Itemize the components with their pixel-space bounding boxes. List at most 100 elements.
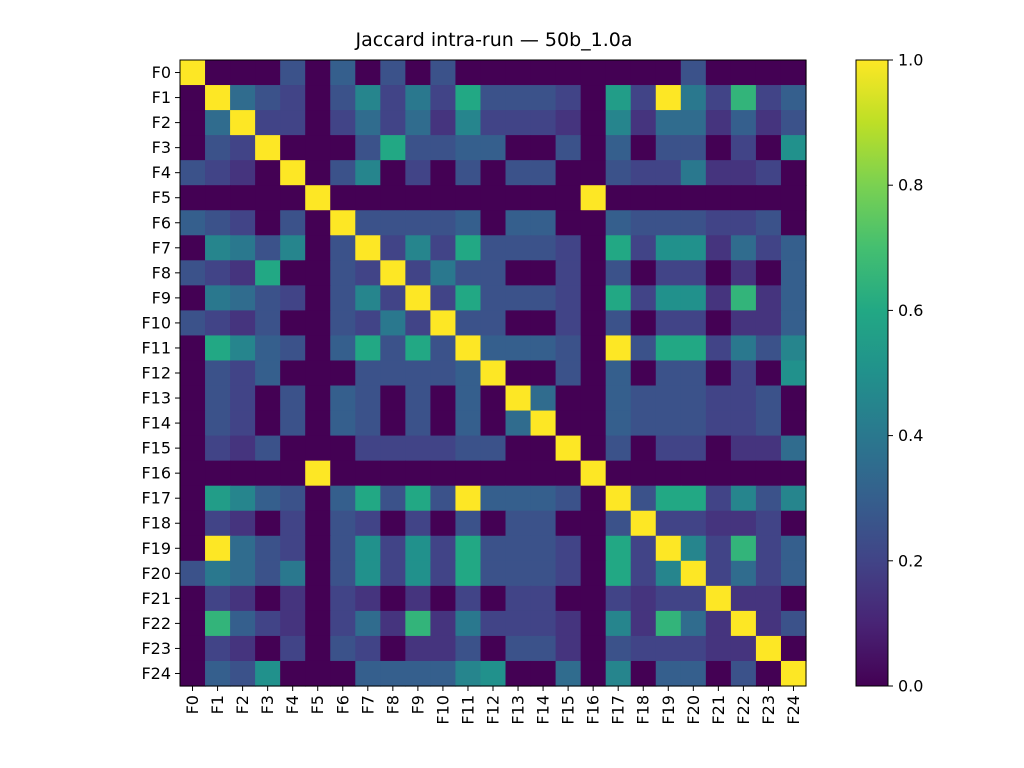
heatmap-cell: [380, 285, 406, 311]
row-label: F22: [141, 614, 171, 633]
heatmap-cell: [705, 360, 732, 387]
heatmap-cell: [355, 385, 381, 412]
heatmap-cell: [505, 585, 532, 612]
heatmap-cell: [255, 160, 281, 186]
heatmap-cell: [280, 660, 306, 687]
heatmap-cell: [680, 585, 707, 612]
heatmap-cell: [330, 360, 356, 387]
heatmap-cell: [505, 235, 532, 261]
column-label: F8: [383, 695, 402, 714]
heatmap-cell: [605, 210, 632, 236]
heatmap-cell: [655, 310, 682, 337]
heatmap-cell: [580, 60, 607, 86]
heatmap-cell: [730, 660, 757, 687]
heatmap-cell: [680, 260, 707, 286]
row-label: F19: [141, 539, 171, 558]
heatmap-cell: [605, 185, 632, 211]
heatmap-cell: [405, 235, 431, 261]
heatmap-cell: [555, 360, 582, 387]
heatmap-cell: [430, 185, 457, 211]
heatmap-cell: [255, 635, 281, 662]
heatmap-cell: [655, 410, 682, 437]
heatmap-cell: [630, 435, 657, 462]
column-labels: F0 F1 F2 F3 F4 F5 F6 F7 F8 F9 F10 F11 F12 F13 F14 F15 F1…: [183, 686, 803, 725]
heatmap-cell: [680, 460, 707, 487]
heatmap-cell: [305, 110, 331, 136]
heatmap-cell: [180, 385, 206, 412]
heatmap-cell: [705, 410, 732, 437]
heatmap-cell: [180, 585, 206, 612]
heatmap-cell: [380, 335, 406, 362]
heatmap-cell: [430, 560, 457, 587]
heatmap-cell: [630, 510, 657, 537]
heatmap-cell: [555, 585, 582, 612]
heatmap-cell: [555, 610, 582, 637]
heatmap-cell: [630, 460, 657, 487]
heatmap-cell: [330, 110, 356, 136]
heatmap-cell: [305, 235, 331, 261]
column-label: F19: [659, 695, 678, 725]
heatmap-cell: [405, 510, 431, 537]
heatmap-cell: [180, 85, 206, 111]
heatmap-cell: [530, 510, 557, 537]
heatmap-cell: [355, 410, 381, 437]
heatmap-cell: [405, 260, 431, 286]
heatmap-cell: [530, 185, 557, 211]
heatmap-cell: [705, 460, 732, 487]
heatmap-cell: [705, 385, 732, 412]
heatmap-cell: [180, 260, 206, 286]
heatmap-cell: [555, 535, 582, 562]
heatmap-cell: [405, 110, 431, 136]
heatmap-cell: [380, 385, 406, 412]
heatmap-cell: [355, 110, 381, 136]
heatmap-cell: [380, 60, 406, 86]
heatmap-cell: [680, 310, 707, 337]
heatmap-cell: [480, 635, 507, 662]
heatmap-cell: [580, 610, 607, 637]
heatmap-cell: [305, 510, 331, 537]
heatmap-cell: [655, 485, 682, 512]
row-label: F24: [141, 664, 171, 683]
column-label: F23: [759, 695, 778, 725]
heatmap-cell: [755, 435, 782, 462]
heatmap-cell: [580, 460, 607, 487]
heatmap-cell: [705, 160, 732, 186]
colorbar-ticks: 0.0 0.2 0.4 0.6 0.8 1.0: [888, 51, 923, 696]
heatmap-cell: [480, 260, 507, 286]
heatmap-cell: [205, 485, 231, 512]
heatmap-cell: [405, 435, 431, 462]
heatmap-cell: [630, 610, 657, 637]
heatmap-cell: [580, 385, 607, 412]
heatmap-cell: [780, 135, 807, 161]
heatmap-cell: [305, 560, 331, 587]
heatmap-cell: [255, 260, 281, 286]
heatmap-cell: [730, 60, 757, 86]
heatmap-cell: [305, 660, 331, 687]
heatmap-cell: [780, 660, 807, 687]
heatmap-cell: [205, 210, 231, 236]
heatmap-cell: [630, 285, 657, 311]
heatmap-cell: [330, 535, 356, 562]
heatmap-cell: [555, 510, 582, 537]
heatmap-cell: [730, 385, 757, 412]
heatmap-cell: [680, 435, 707, 462]
heatmap-cell: [630, 410, 657, 437]
heatmap-cell: [555, 260, 582, 286]
heatmap-cell: [430, 360, 457, 387]
heatmap-cell: [730, 560, 757, 587]
column-label: F7: [358, 695, 377, 714]
heatmap-cell: [505, 560, 532, 587]
row-label: F0: [152, 63, 171, 82]
heatmap-cell: [530, 585, 557, 612]
row-label: F11: [141, 338, 171, 357]
heatmap-cell: [255, 310, 281, 337]
heatmap-cell: [505, 610, 532, 637]
row-label: F1: [152, 88, 171, 107]
heatmap-cell: [730, 435, 757, 462]
heatmap-cell: [255, 585, 281, 612]
heatmap-cell: [530, 560, 557, 587]
row-label: F17: [141, 489, 171, 508]
heatmap-cell: [405, 385, 431, 412]
heatmap-cell: [605, 335, 632, 362]
heatmap-cell: [305, 535, 331, 562]
